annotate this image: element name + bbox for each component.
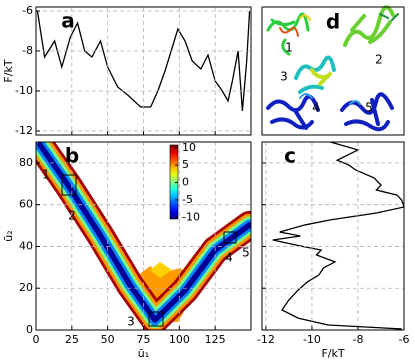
panel-letter: b [65,144,79,168]
image-label: 1 [285,41,293,55]
panel-letter: c [284,144,296,168]
free-energy-line [272,142,404,330]
colorbar-label: -10 [182,210,200,223]
colorbar [169,144,179,220]
panel-letter: a [61,9,75,33]
x-tick-label: 25 [65,333,79,346]
valley-band [37,142,251,323]
x-tick-label: -10 [303,333,321,346]
plot-area [36,142,251,330]
y-tick-label: 80 [19,156,33,169]
y-tick-label: -10 [15,84,33,97]
state-box [61,174,77,196]
y-tick-label: 60 [19,198,33,211]
axes-frame [35,141,252,331]
y-axis-label: ū₂ [2,230,15,241]
axes-frame [35,6,252,136]
image-label: 3 [280,70,288,84]
colorbar-label: 10 [182,141,196,154]
colorbar-label: -5 [182,193,193,206]
state-box [148,311,164,327]
state-label: 2 [68,209,76,223]
y-tick-label: 20 [19,281,33,294]
protein-images [266,5,399,132]
image-frame [261,6,405,136]
x-tick-label: -6 [399,333,410,346]
x-tick-label: 125 [205,333,226,346]
y-tick-label: 0 [26,323,33,336]
image-label: 4 [312,101,320,115]
state-label: 1 [42,168,50,182]
state-label: 4 [225,251,233,265]
valley-floor [150,262,172,278]
y-tick-label: -12 [15,124,33,137]
x-axis-label: F/kT [321,347,344,360]
x-tick-label: 100 [169,333,190,346]
x-tick-label: 0 [33,333,40,346]
x-tick-label: -8 [352,333,363,346]
x-tick-label: -12 [257,333,275,346]
state-label: 5 [242,246,250,260]
state-box [223,231,237,244]
colorbar-label: 0 [182,176,189,189]
y-tick-label: 40 [19,239,33,252]
x-tick-label: 50 [101,333,115,346]
y-axis-label: F/kT [2,59,15,82]
x-axis-label: ū₁ [138,347,149,360]
y-tick-label: -6 [22,4,33,17]
image-label: 5 [365,101,373,115]
image-label: 2 [375,53,383,67]
plot-area [272,142,404,330]
colorbar-label: 5 [182,158,189,171]
panel-letter: d [326,10,340,34]
axes-frame [261,141,405,331]
state-label: 3 [127,315,135,329]
x-tick-label: 75 [137,333,151,346]
y-tick-label: -8 [22,44,33,57]
